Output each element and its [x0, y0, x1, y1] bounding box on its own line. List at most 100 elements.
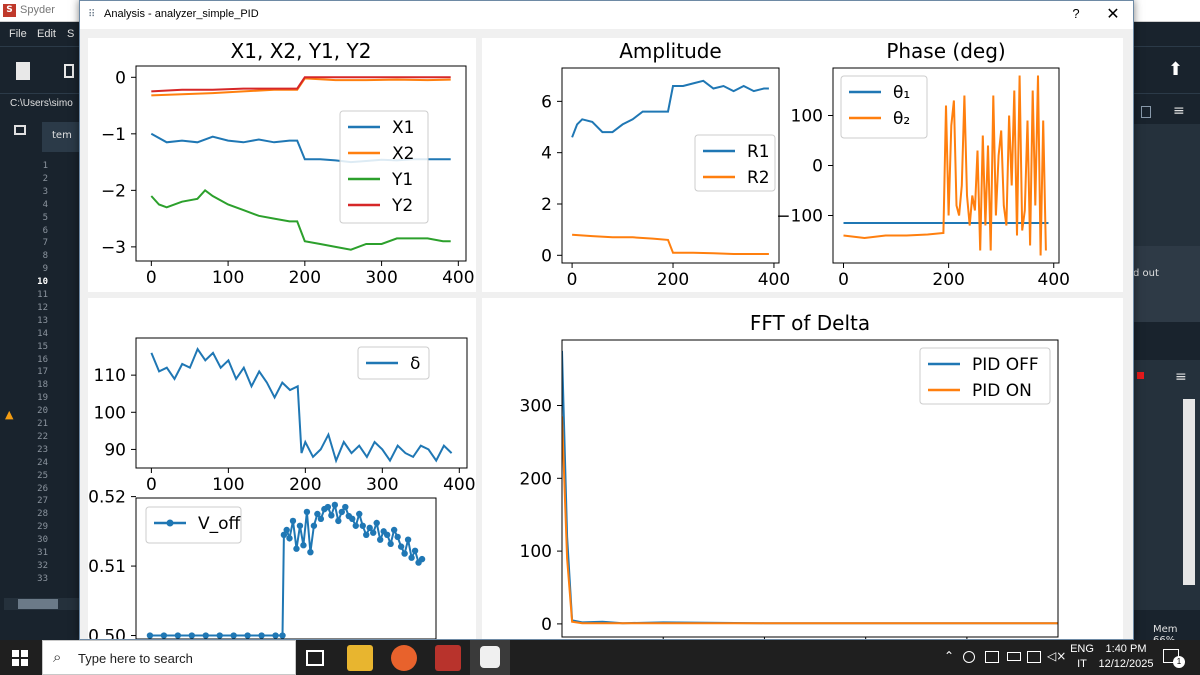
series-line-3-0 — [150, 347, 453, 464]
clock[interactable]: 1:40 PM 12/12/2025 — [1096, 643, 1156, 670]
x-tick-label: 200 — [657, 270, 689, 290]
help-pane — [1133, 124, 1200, 254]
legend-label: PID ON — [972, 381, 1032, 401]
data-point — [331, 501, 339, 509]
axes-frame — [561, 339, 1059, 638]
series-line-2-1 — [843, 75, 1047, 256]
console-menu-icon[interactable]: ≡ — [1175, 369, 1187, 385]
data-point — [342, 503, 349, 511]
line-number: 18 — [37, 380, 48, 391]
x-tick-label: 200 — [289, 268, 321, 288]
legend-label: X2 — [392, 144, 414, 164]
x-tick-label: 0 — [146, 475, 157, 495]
line-number: 30 — [37, 535, 48, 546]
firefox-icon[interactable] — [391, 645, 417, 671]
warning-icon: ▲ — [5, 408, 14, 421]
language-indicator[interactable]: ENG IT — [1066, 643, 1098, 670]
windows-start-icon[interactable] — [12, 650, 28, 666]
line-number: 3 — [42, 186, 48, 197]
copy-icon[interactable] — [1141, 106, 1151, 118]
y-tick-label: 0.52 — [88, 488, 126, 508]
y-tick-label: −100 — [776, 207, 823, 227]
editor-hscrollbar[interactable] — [4, 598, 80, 610]
data-point — [349, 515, 356, 523]
search-icon: ⌕ — [53, 648, 62, 666]
data-point — [300, 542, 307, 549]
line-number: 26 — [37, 483, 48, 494]
tray-chevron-icon[interactable]: ⌃ — [944, 649, 955, 663]
data-point — [373, 519, 380, 527]
legend-label: Y1 — [391, 170, 413, 190]
file-explorer-icon[interactable] — [347, 645, 373, 671]
close-button[interactable]: ✕ — [1106, 6, 1120, 23]
legend-label: R2 — [747, 168, 770, 188]
legend-box — [840, 75, 928, 139]
volume-muted-icon[interactable]: ◁× — [1047, 649, 1067, 663]
line-number: 33 — [37, 573, 48, 584]
battery-icon[interactable] — [1007, 652, 1021, 661]
spyder-taskbar-icon[interactable] — [435, 645, 461, 671]
line-number: 5 — [42, 212, 48, 223]
taskbar-search[interactable]: ⌕ Type here to search — [42, 640, 296, 675]
data-point — [359, 522, 366, 529]
legend-label: X1 — [392, 118, 414, 138]
x-tick-label: 400 — [443, 475, 475, 495]
menu-edit[interactable]: Edit — [37, 28, 56, 40]
menu-search[interactable]: S — [67, 28, 75, 40]
data-point — [258, 632, 265, 639]
menu-file[interactable]: File — [9, 28, 27, 40]
scrollbar-thumb[interactable] — [18, 599, 58, 609]
spyder-logo-icon: S — [3, 4, 16, 17]
line-number: 24 — [37, 457, 48, 468]
legend-label: V_off — [198, 514, 242, 534]
y-tick-label: 0.50 — [88, 627, 126, 639]
line-number: 20 — [37, 406, 48, 417]
new-file-icon[interactable] — [16, 62, 30, 80]
working-directory[interactable]: C:\Users\simo — [0, 94, 80, 116]
open-file-icon[interactable] — [64, 64, 74, 78]
legend-label: Y2 — [391, 196, 413, 216]
series-line-0-1 — [151, 77, 451, 97]
data-point — [314, 510, 321, 518]
legend-box — [145, 506, 242, 544]
line-number: 32 — [37, 560, 48, 571]
python-window-taskbar[interactable] — [470, 640, 510, 675]
y-tick-label: 0 — [812, 157, 823, 177]
meet-now-icon[interactable] — [963, 651, 975, 663]
task-view-icon[interactable] — [306, 650, 324, 666]
data-point — [283, 526, 290, 534]
data-point — [363, 531, 370, 539]
browse-tabs-icon[interactable] — [14, 125, 26, 135]
console-scrollbar[interactable] — [1183, 399, 1195, 585]
y-tick-label: 4 — [541, 144, 552, 164]
data-point — [408, 554, 415, 561]
line-number: 23 — [37, 444, 48, 455]
y-tick-label: 0 — [115, 68, 126, 88]
data-point — [366, 524, 373, 532]
data-point — [216, 632, 223, 639]
y-tick-label: 100 — [791, 107, 823, 127]
data-point — [411, 547, 419, 554]
series-line-4-0 — [150, 501, 423, 637]
network-icon[interactable] — [1027, 651, 1041, 663]
y-tick-label: 100 — [520, 542, 552, 562]
notification-icon[interactable]: 1 — [1163, 649, 1185, 668]
stop-icon[interactable] — [1137, 372, 1144, 379]
data-point — [174, 632, 182, 639]
tab-temp[interactable]: tem — [42, 122, 80, 152]
options-menu-icon[interactable]: ≡ — [1173, 103, 1185, 119]
upload-arrow-icon[interactable]: ⬆ — [1168, 59, 1184, 80]
data-point — [303, 508, 311, 516]
y-tick-label: 110 — [94, 366, 126, 386]
data-point — [352, 522, 359, 529]
y-tick-label: 300 — [520, 397, 552, 417]
chart-title: Phase (deg) — [886, 39, 1005, 63]
help-button[interactable]: ? — [1072, 6, 1080, 21]
y-tick-label: 2 — [541, 195, 552, 215]
data-point — [188, 632, 196, 639]
line-number-gutter: 1 2 3 4 5 6 7 8 9 10 11 12 13 14 15 16 17 18 19 20 21 22 23 24 2… — [0, 152, 80, 592]
figure-delta-voff: 0 100 200 300 400 110 100 90 δ0 100 200 300 400 0.52 0… — [88, 298, 476, 666]
legend-label: PID OFF — [972, 355, 1039, 375]
onedrive-icon[interactable] — [985, 651, 999, 663]
